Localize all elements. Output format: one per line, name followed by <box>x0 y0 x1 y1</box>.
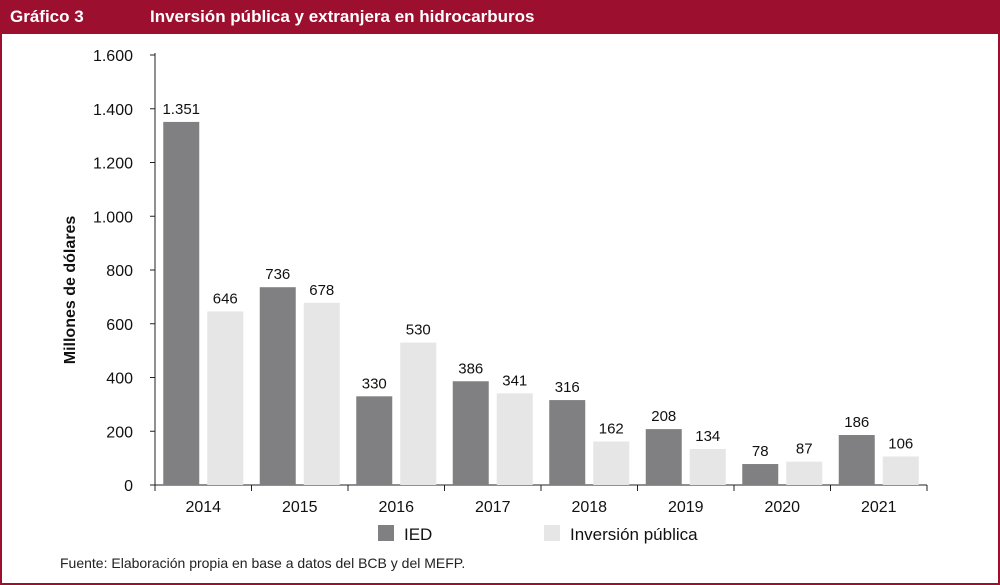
y-tick-label: 800 <box>106 263 133 280</box>
data-label: 678 <box>309 282 334 299</box>
data-label: 186 <box>844 414 869 431</box>
bar-ied <box>549 400 586 485</box>
bar-inversion-publica <box>882 456 919 485</box>
bar-ied <box>645 429 682 485</box>
y-tick-label: 400 <box>106 371 133 388</box>
data-label: 330 <box>362 375 387 392</box>
x-tick-label: 2016 <box>378 499 414 516</box>
bar-inversion-publica <box>303 302 340 485</box>
data-label: 341 <box>502 372 527 389</box>
bar-ied <box>838 435 875 485</box>
bar-inversion-publica <box>496 393 533 485</box>
data-label: 87 <box>796 441 813 458</box>
data-label: 736 <box>265 266 290 283</box>
x-tick-label: 2015 <box>282 499 318 516</box>
bar-ied <box>452 381 489 485</box>
y-tick-label: 200 <box>106 424 133 441</box>
data-label: 530 <box>406 322 431 339</box>
bars: 1.351 646 736 678 330 530 386 341 316 162 208 134 78… <box>162 101 919 485</box>
bar-inversion-publica <box>593 441 630 485</box>
bar-ied <box>163 121 200 485</box>
y-tick-label: 1.600 <box>93 48 133 65</box>
data-label: 646 <box>213 290 238 307</box>
x-tick-label: 2017 <box>475 499 511 516</box>
data-label: 1.351 <box>162 101 200 118</box>
chart-title: Inversión pública y extranjera en hidroc… <box>150 7 535 26</box>
legend: IED Inversión pública <box>378 525 698 544</box>
figure-label: Gráfico 3 <box>10 7 84 26</box>
x-tick-label: 2021 <box>861 499 897 516</box>
data-label: 316 <box>555 379 580 396</box>
legend-ied-label: IED <box>404 525 432 544</box>
data-label: 162 <box>599 420 624 437</box>
source-note: Fuente: Elaboración propia en base a dat… <box>60 555 466 571</box>
bar-inversion-publica <box>689 448 726 485</box>
y-tick-label: 1.400 <box>93 102 133 119</box>
legend-inversion-publica-label: Inversión pública <box>570 525 698 544</box>
legend-ied-swatch <box>378 525 394 541</box>
chart-header: Gráfico 3 Inversión pública y extranjera… <box>0 0 1000 34</box>
x-tick-label: 2014 <box>185 499 221 516</box>
data-label: 208 <box>651 408 676 425</box>
bar-ied <box>259 287 296 485</box>
bar-inversion-publica <box>207 311 244 485</box>
legend-inversion-publica-swatch <box>544 525 560 541</box>
bar-ied <box>356 396 393 485</box>
y-tick-label: 0 <box>124 478 133 495</box>
bar-inversion-publica <box>786 461 823 485</box>
x-tick-label: 2018 <box>571 499 607 516</box>
y-tick-label: 1.000 <box>93 209 133 226</box>
data-label: 386 <box>458 360 483 377</box>
y-axis-title: Millones de dólares <box>62 216 79 365</box>
data-label: 106 <box>888 436 913 453</box>
data-label: 78 <box>752 443 769 460</box>
data-label: 134 <box>695 428 720 445</box>
x-tick-label: 2019 <box>668 499 704 516</box>
bar-ied <box>742 464 779 485</box>
x-tick-label: 2020 <box>764 499 800 516</box>
y-tick-label: 1.200 <box>93 156 133 173</box>
bar-inversion-publica <box>400 342 437 485</box>
y-tick-label: 600 <box>106 317 133 334</box>
